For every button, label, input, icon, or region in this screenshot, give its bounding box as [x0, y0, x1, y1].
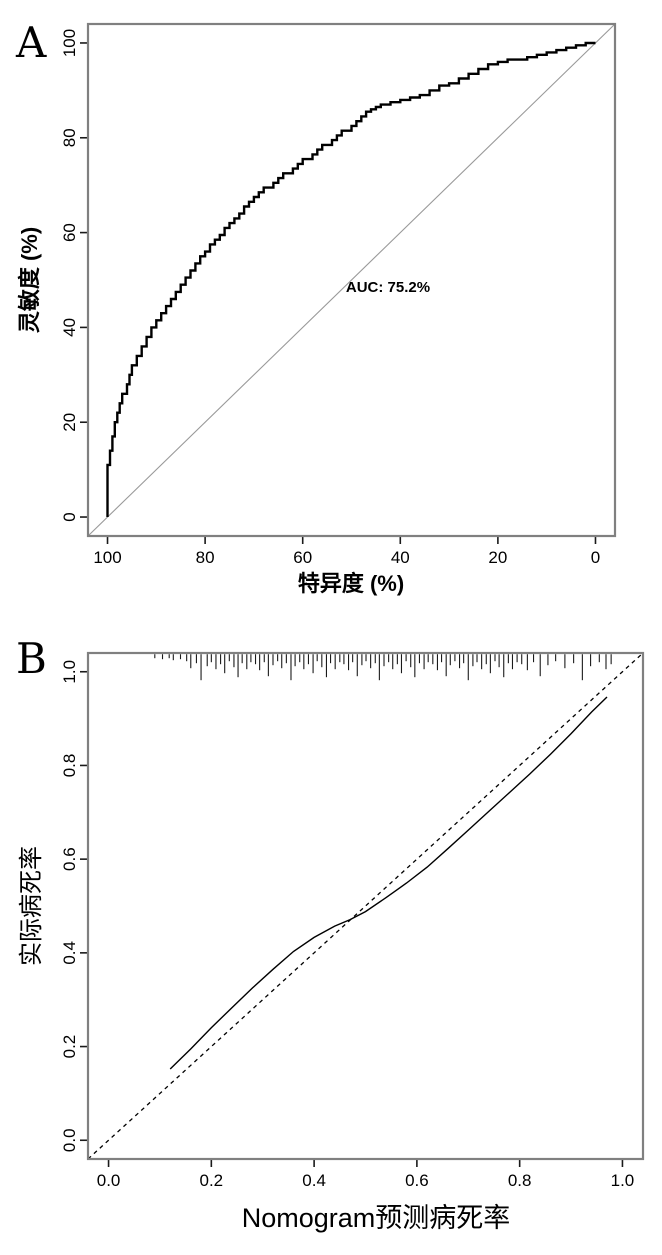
- y-tick-label: 0.2: [60, 1035, 79, 1059]
- x-tick-label: 0.8: [508, 1171, 532, 1190]
- calibration-xaxis-title: Nomogram预测病死率: [241, 1203, 511, 1233]
- panel-b-plot: 0.0 0.2 0.4 0.6 0.8 1.0 0.0 0.2 0.4 0.6 0.8 1.0: [60, 651, 645, 1190]
- calibration-yaxis-title: 实际病死率: [18, 846, 45, 966]
- axis-ticks: [80, 42, 597, 544]
- auc-annotation: AUC: 75.2%: [345, 279, 431, 296]
- panel-a-plot: 100 80 60 40 20 0 0 20 40 60 80 100: [60, 22, 617, 567]
- x-tick-label: 0.4: [302, 1171, 326, 1190]
- rug-marks: [154, 654, 612, 681]
- plot-box-border: [86, 22, 617, 538]
- y-tick-label: 1.0: [60, 660, 79, 684]
- x-tick-label: 100: [93, 548, 121, 567]
- x-tick-label: 40: [391, 548, 410, 567]
- y-tick-label: 0.8: [60, 754, 79, 778]
- y-tick-label: 100: [60, 29, 79, 57]
- roc-xaxis-title: 特异度 (%): [297, 571, 405, 596]
- roc-yaxis-title: 灵敏度 (%): [17, 226, 42, 334]
- x-tick-label: 60: [293, 548, 312, 567]
- panel-a-label: A: [16, 18, 47, 67]
- y-tick-label: 60: [60, 223, 79, 242]
- x-tick-label: 0.2: [200, 1171, 224, 1190]
- y-tick-label: 0.0: [60, 1128, 79, 1152]
- axis-tick-labels: 100 80 60 40 20 0 0 20 40 60 80 100: [60, 29, 600, 567]
- axis-ticks: [80, 670, 624, 1167]
- axis-tick-labels: 0.0 0.2 0.4 0.6 0.8 1.0 0.0 0.2 0.4 0.6 0.8 1.0: [60, 660, 634, 1190]
- panel-b-label: B: [16, 634, 47, 683]
- x-tick-label: 20: [488, 548, 507, 567]
- x-tick-label: 1.0: [611, 1171, 635, 1190]
- plot-box-border: [86, 651, 645, 1161]
- y-tick-label: 0.6: [60, 847, 79, 871]
- y-tick-label: 0: [60, 512, 79, 521]
- chance-diagonal: [87, 23, 616, 537]
- y-tick-label: 0.4: [60, 941, 79, 965]
- y-tick-label: 20: [60, 413, 79, 432]
- ideal-diagonal: [87, 652, 644, 1160]
- y-tick-label: 40: [60, 318, 79, 337]
- x-tick-label: 0.6: [405, 1171, 429, 1190]
- roc-curve: [106, 41, 596, 517]
- x-tick-label: 0.0: [97, 1171, 121, 1190]
- x-tick-label: 0: [591, 548, 600, 567]
- calibration-curve: [169, 696, 608, 1070]
- x-tick-label: 80: [196, 548, 215, 567]
- y-tick-label: 80: [60, 128, 79, 147]
